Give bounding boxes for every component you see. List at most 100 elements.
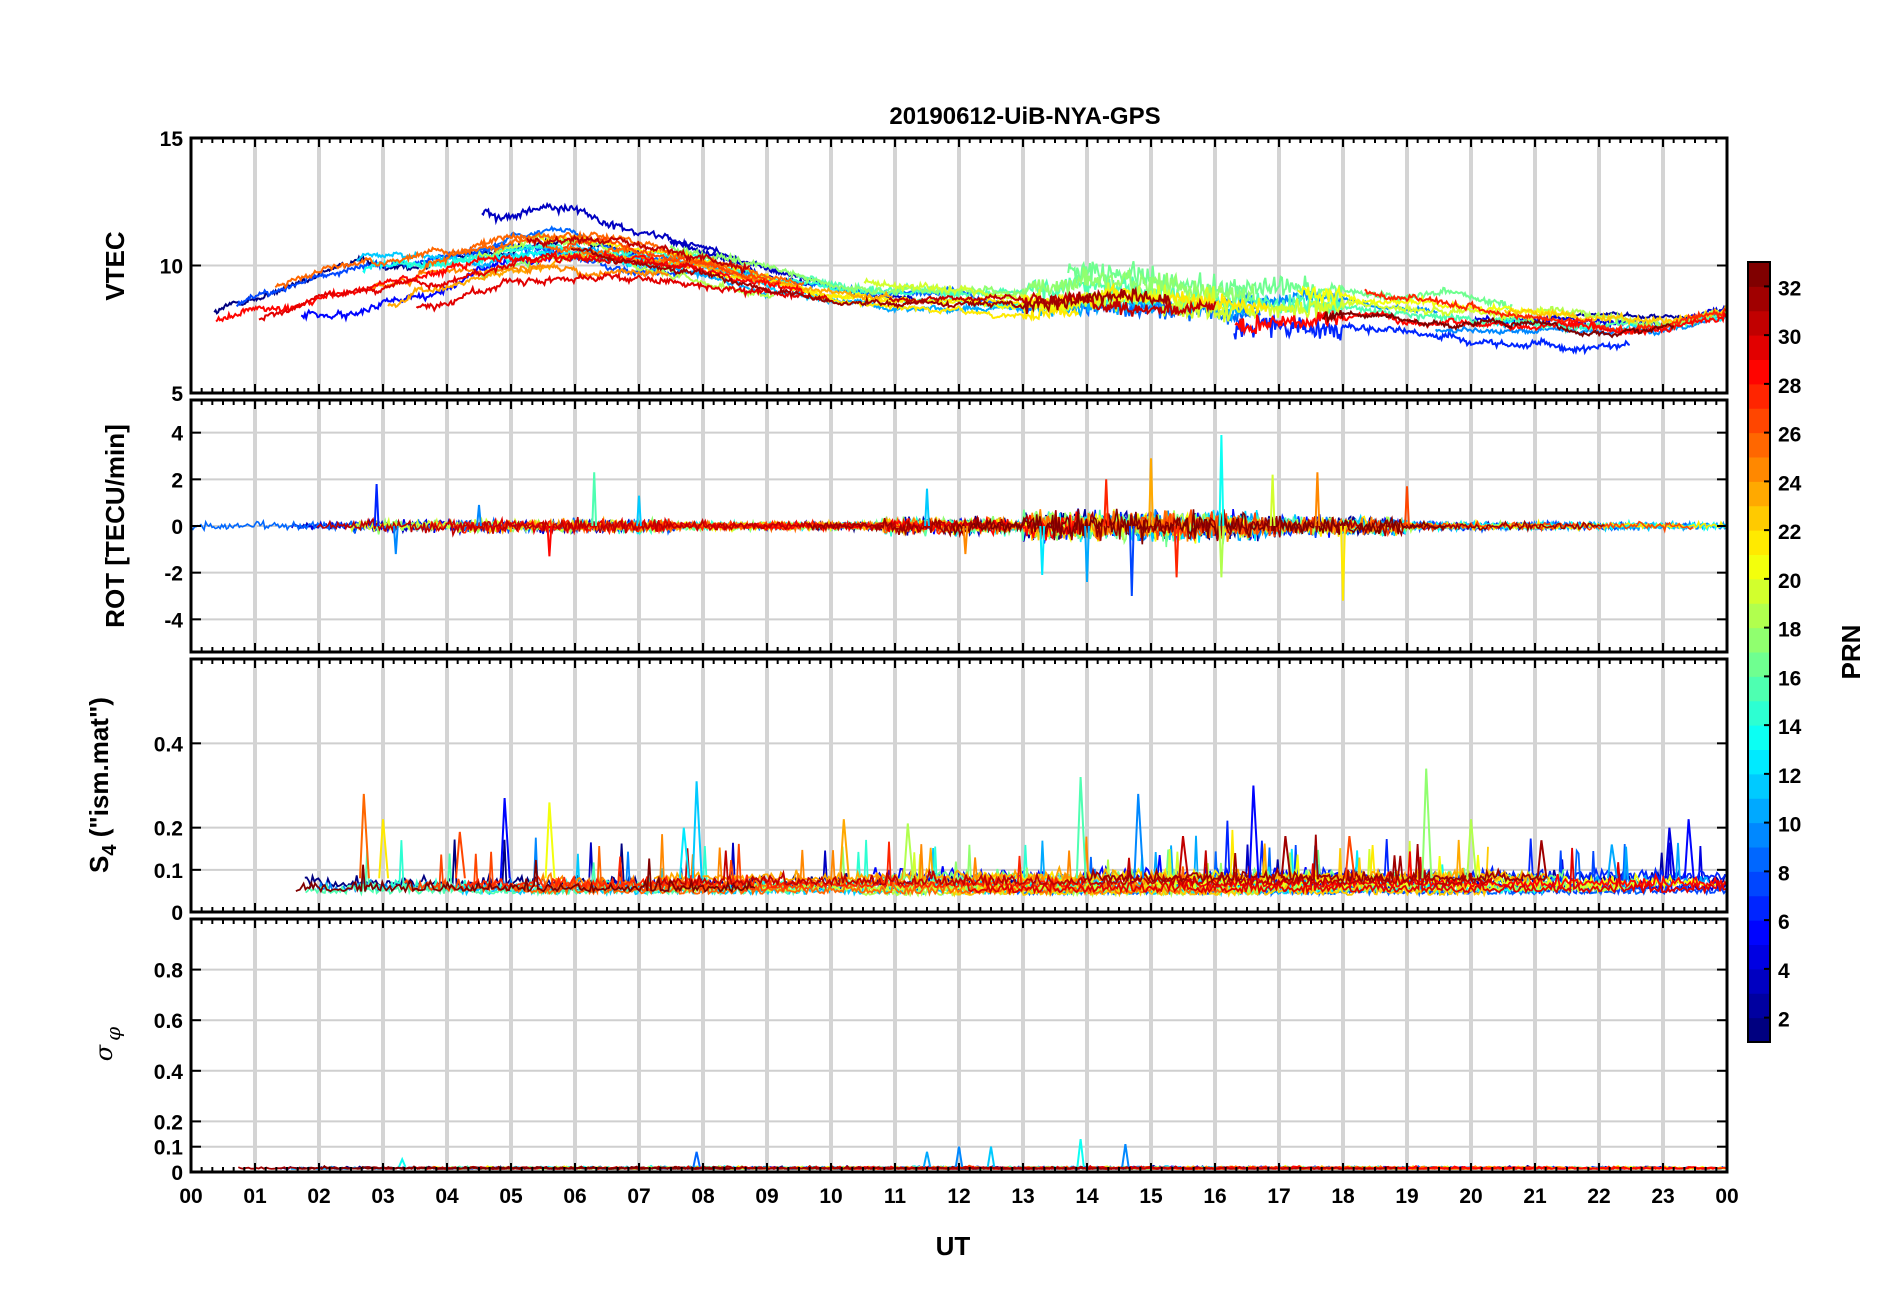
x-tick-label: 20	[1459, 1185, 1482, 1208]
colorbar-band	[1748, 310, 1770, 336]
y-tick-label: 0	[171, 902, 183, 925]
s4-peak	[359, 793, 370, 879]
colorbar-tick-label: 26	[1778, 424, 1801, 447]
s4-series-line	[295, 858, 756, 894]
colorbar-band	[1748, 457, 1770, 482]
sigma-peak	[1076, 1138, 1085, 1168]
s4-peak	[839, 819, 850, 879]
figure-title: 20190612-UiB-NYA-GPS	[889, 103, 1160, 130]
colorbar-band	[1748, 895, 1770, 921]
colorbar-band	[1748, 920, 1770, 945]
x-tick-label: 14	[1075, 1185, 1099, 1208]
x-tick-label: 00	[179, 1185, 202, 1208]
x-tick-label: 11	[884, 1185, 907, 1208]
y-tick-label: -4	[164, 609, 183, 632]
rot-spike	[1404, 486, 1410, 527]
rot-spike	[1148, 458, 1154, 527]
x-tick-label: 17	[1267, 1185, 1290, 1208]
colorbar-tick-label: 24	[1778, 472, 1802, 495]
axes-box	[189, 657, 1729, 914]
x-tick-label: 16	[1203, 1185, 1226, 1208]
colorbar-tick-label: 18	[1778, 619, 1802, 642]
rot-spike	[1314, 472, 1321, 527]
rot-spike	[1039, 525, 1046, 576]
s4-peak	[903, 823, 914, 879]
y-tick-label: 0	[171, 1162, 183, 1185]
vtec-series-line	[1161, 296, 1537, 324]
y-tick-label: 0.6	[154, 1010, 183, 1033]
y-axis-label-sigma: σφ	[90, 1027, 125, 1061]
colorbar-tick-label: 6	[1778, 911, 1790, 934]
s4-peak	[1280, 835, 1292, 879]
x-tick-label: 06	[563, 1185, 586, 1208]
rot-spike	[591, 472, 598, 527]
s4-peak	[1536, 840, 1548, 879]
s4-series-line	[966, 847, 1726, 896]
vtec-series-line	[669, 244, 1255, 306]
colorbar-band	[1748, 286, 1770, 312]
x-tick-label: 19	[1395, 1185, 1418, 1208]
s4-series-line	[659, 848, 1493, 889]
vtec-series-line	[1322, 309, 1675, 339]
s4-series-line	[463, 841, 1087, 891]
rot-spike	[1218, 434, 1225, 527]
sigma-peak	[922, 1151, 932, 1168]
colorbar-tick-label: 14	[1778, 716, 1802, 739]
y-tick-label: 5	[171, 383, 183, 406]
s4-peak	[544, 802, 556, 879]
y-tick-label: -2	[164, 563, 183, 586]
colorbar-tick-label: 22	[1778, 521, 1801, 544]
x-tick-label: 12	[947, 1185, 970, 1208]
s4-peak	[1248, 785, 1260, 879]
rot-spike	[373, 483, 380, 527]
x-tick-label: 21	[1523, 1185, 1547, 1208]
colorbar-band	[1748, 603, 1770, 629]
colorbar-band	[1748, 749, 1770, 775]
sigma-peak	[986, 1146, 996, 1168]
x-tick-label: 23	[1651, 1185, 1674, 1208]
vtec-series-line	[1233, 312, 1630, 356]
y-tick-label: 4	[171, 423, 183, 446]
y-tick-label: 0.8	[154, 960, 184, 983]
rot-spike	[636, 495, 642, 527]
colorbar-tick-label: 2	[1778, 1009, 1790, 1032]
sigma-peak	[398, 1156, 407, 1168]
s4-peak	[1178, 835, 1190, 879]
colorbar-band	[1748, 725, 1770, 750]
vtec-series-line	[1364, 288, 1728, 335]
colorbar-tick-label: 32	[1778, 277, 1801, 300]
x-tick-label: 18	[1331, 1185, 1355, 1208]
colorbar-band	[1748, 700, 1770, 726]
vtec-series-line	[415, 272, 829, 313]
x-tick-label: 03	[371, 1185, 394, 1208]
s4-peak	[1664, 827, 1676, 879]
colorbar-band	[1748, 262, 1770, 287]
colorbar-band	[1748, 847, 1770, 872]
colorbar-tick-label: 28	[1778, 375, 1802, 398]
panel-s4: 0 0.1 0.2 0.4	[154, 657, 1729, 925]
colorbar-band	[1748, 627, 1770, 653]
s4-series-line	[1082, 834, 1548, 884]
colorbar-band	[1748, 432, 1770, 458]
s4-peak	[679, 827, 690, 879]
x-tick-label: 09	[755, 1185, 778, 1208]
s4-peak	[1466, 819, 1478, 879]
colorbar-tick-label: 20	[1778, 570, 1801, 593]
s4-peak	[691, 781, 703, 879]
axes-box	[189, 917, 1729, 1174]
s4-peak	[1421, 768, 1433, 879]
y-tick-label: 0.4	[154, 1061, 184, 1084]
colorbar-band	[1748, 993, 1770, 1019]
y-tick-label: 0.1	[154, 1137, 184, 1160]
y-tick-label: 0	[171, 516, 183, 539]
colorbar-band	[1748, 505, 1770, 531]
colorbar-band	[1748, 1017, 1770, 1043]
s4-peak	[1344, 835, 1356, 879]
colorbar-band	[1748, 798, 1770, 824]
colorbar-tick-label: 12	[1778, 765, 1801, 788]
rot-series-line	[807, 509, 1605, 542]
rot-spike	[1340, 525, 1346, 601]
s4-peak	[1075, 777, 1087, 879]
x-tick-label: 07	[627, 1185, 650, 1208]
